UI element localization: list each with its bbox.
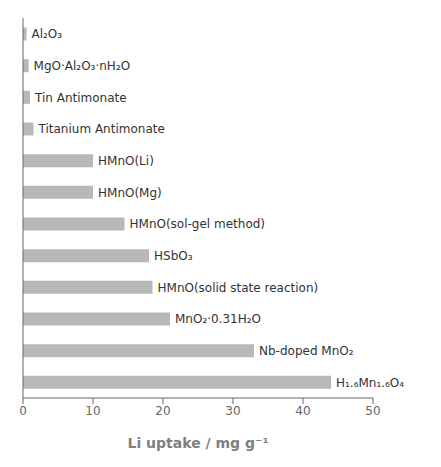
svg-text:Tin Antimonate: Tin Antimonate [34,91,127,105]
svg-text:HSbO₃: HSbO₃ [154,249,193,263]
svg-text:HMnO(solid state reaction): HMnO(solid state reaction) [158,281,319,295]
svg-text:0: 0 [19,404,27,418]
svg-text:40: 40 [295,404,310,418]
svg-text:MgO·Al₂O₃·nH₂O: MgO·Al₂O₃·nH₂O [34,59,131,73]
svg-text:HMnO(Mg): HMnO(Mg) [98,186,162,200]
svg-text:50: 50 [365,404,380,418]
svg-text:H₁.₆Mn₁.₆O₄: H₁.₆Mn₁.₆O₄ [336,376,404,390]
svg-text:20: 20 [155,404,170,418]
svg-text:MnO₂·0.31H₂O: MnO₂·0.31H₂O [175,312,261,326]
svg-text:HMnO(Li): HMnO(Li) [98,154,154,168]
svg-text:10: 10 [85,404,100,418]
svg-text:Titanium Antimonate: Titanium Antimonate [38,122,165,136]
svg-text:Al₂O₃: Al₂O₃ [32,27,63,41]
svg-text:Nb-doped MnO₂: Nb-doped MnO₂ [259,344,354,358]
svg-text:30: 30 [225,404,240,418]
svg-text:Li uptake / mg g⁻¹: Li uptake / mg g⁻¹ [127,435,268,451]
svg-text:HMnO(sol-gel method): HMnO(sol-gel method) [130,217,266,231]
